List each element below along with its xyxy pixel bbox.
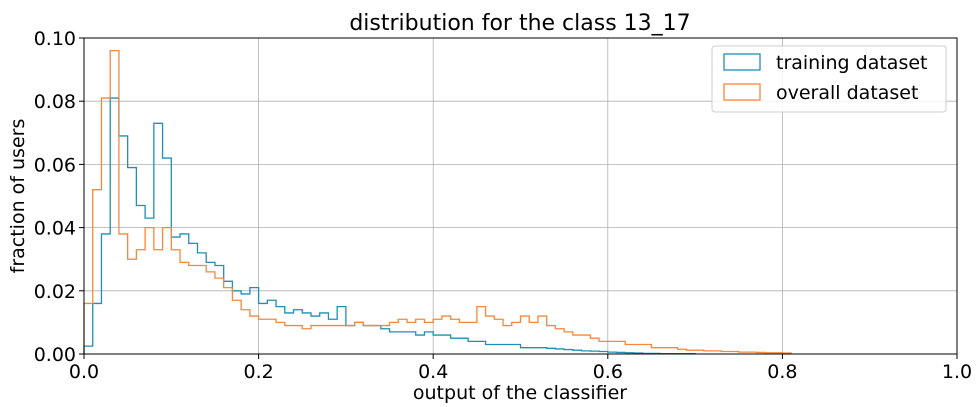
y-tick-label: 0.04 xyxy=(34,218,76,240)
legend-label-overall: overall dataset xyxy=(776,82,918,104)
y-tick-label: 0.02 xyxy=(34,281,76,303)
legend-box xyxy=(711,45,947,113)
y-tick-label: 0.06 xyxy=(34,154,76,176)
y-tick-label: 0.08 xyxy=(34,91,76,113)
series-group xyxy=(83,49,792,355)
series-line-overall xyxy=(83,49,792,354)
legend-swatch-overall xyxy=(723,83,761,101)
axis-ticks: 0.0 0.2 0.4 0.6 0.8 1.0 0.00 0.02 0.04 0.06 0.08 0.… xyxy=(34,28,972,383)
legend: training dataset overall dataset xyxy=(711,45,947,113)
x-tick-label: 0.6 xyxy=(593,361,623,383)
series-line-training xyxy=(83,97,696,355)
x-tick-label: 0.2 xyxy=(243,361,273,383)
y-tick-label: 0.10 xyxy=(34,28,76,50)
legend-label-training: training dataset xyxy=(776,52,927,74)
x-tick-label: 0.0 xyxy=(69,361,99,383)
legend-swatch-training xyxy=(723,53,761,71)
x-tick-label: 1.0 xyxy=(942,361,972,383)
plot-area-frame xyxy=(83,37,958,355)
x-tick-label: 0.4 xyxy=(418,361,448,383)
y-tick-label: 0.00 xyxy=(34,344,76,366)
y-axis-label: fraction of users xyxy=(7,119,29,274)
x-axis-label: output of the classifier xyxy=(413,382,627,404)
chart-title: distribution for the class 13_17 xyxy=(349,11,690,36)
x-tick-label: 0.8 xyxy=(767,361,797,383)
